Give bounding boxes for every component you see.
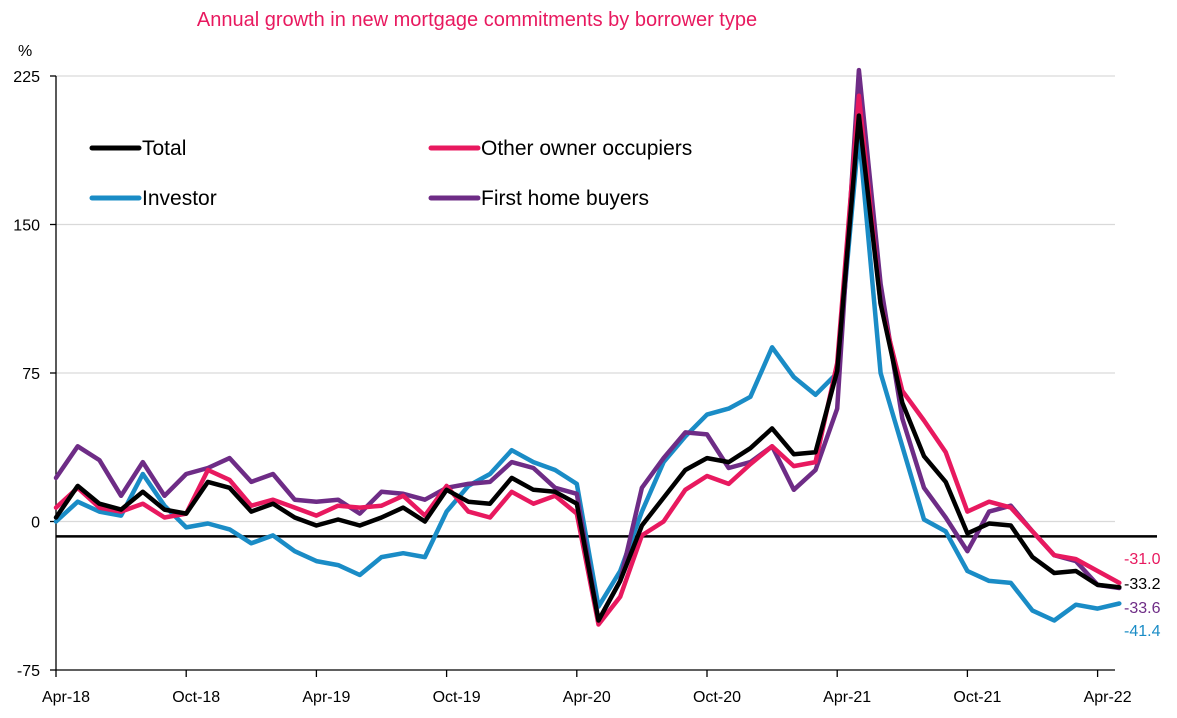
legend-label-investor: Investor: [142, 187, 217, 210]
chart-title: Annual growth in new mortgage commitment…: [197, 9, 757, 31]
x-tick-labels: Apr-18 Oct-18 Apr-19 Oct-19 Apr-20 Oct-20 Apr-…: [42, 689, 1132, 706]
y-tick-label: 225: [13, 69, 40, 86]
y-tick-label: -75: [17, 663, 40, 680]
end-label-other-owner-occupiers: -31.0: [1124, 551, 1161, 568]
x-tick-label: Apr-22: [1084, 689, 1132, 706]
series-lines: [53, 67, 1122, 627]
x-tick-label: Apr-20: [563, 689, 611, 706]
y-tick-labels: 225 150 75 0 -75: [13, 69, 40, 680]
y-tick-label: 0: [31, 515, 40, 532]
y-tick-label: 150: [13, 218, 40, 235]
y-axis-label: %: [18, 43, 32, 60]
series-line-total: [53, 113, 1122, 623]
legend-label-total: Total: [142, 137, 186, 160]
legend: Total Other owner occupiers Investor First …: [89, 137, 692, 210]
x-tick-label: Apr-21: [823, 689, 871, 706]
y-tick-label: 75: [22, 366, 40, 383]
end-labels: -41.4 -33.6 -31.0 -33.2: [1124, 551, 1161, 640]
legend-label-other-owner-occupiers: Other owner occupiers: [481, 137, 692, 160]
x-tick-label: Oct-19: [433, 689, 481, 706]
end-label-investor: -41.4: [1124, 623, 1161, 640]
end-label-total: -33.2: [1124, 576, 1161, 593]
axes: [50, 75, 1115, 677]
x-tick-label: Oct-21: [953, 689, 1001, 706]
x-tick-label: Oct-20: [693, 689, 741, 706]
x-tick-label: Apr-18: [42, 689, 90, 706]
end-label-first-home-buyers: -33.6: [1124, 600, 1161, 617]
x-tick-label: Apr-19: [302, 689, 350, 706]
legend-label-first-home-buyers: First home buyers: [481, 187, 649, 210]
x-tick-label: Oct-18: [172, 689, 220, 706]
